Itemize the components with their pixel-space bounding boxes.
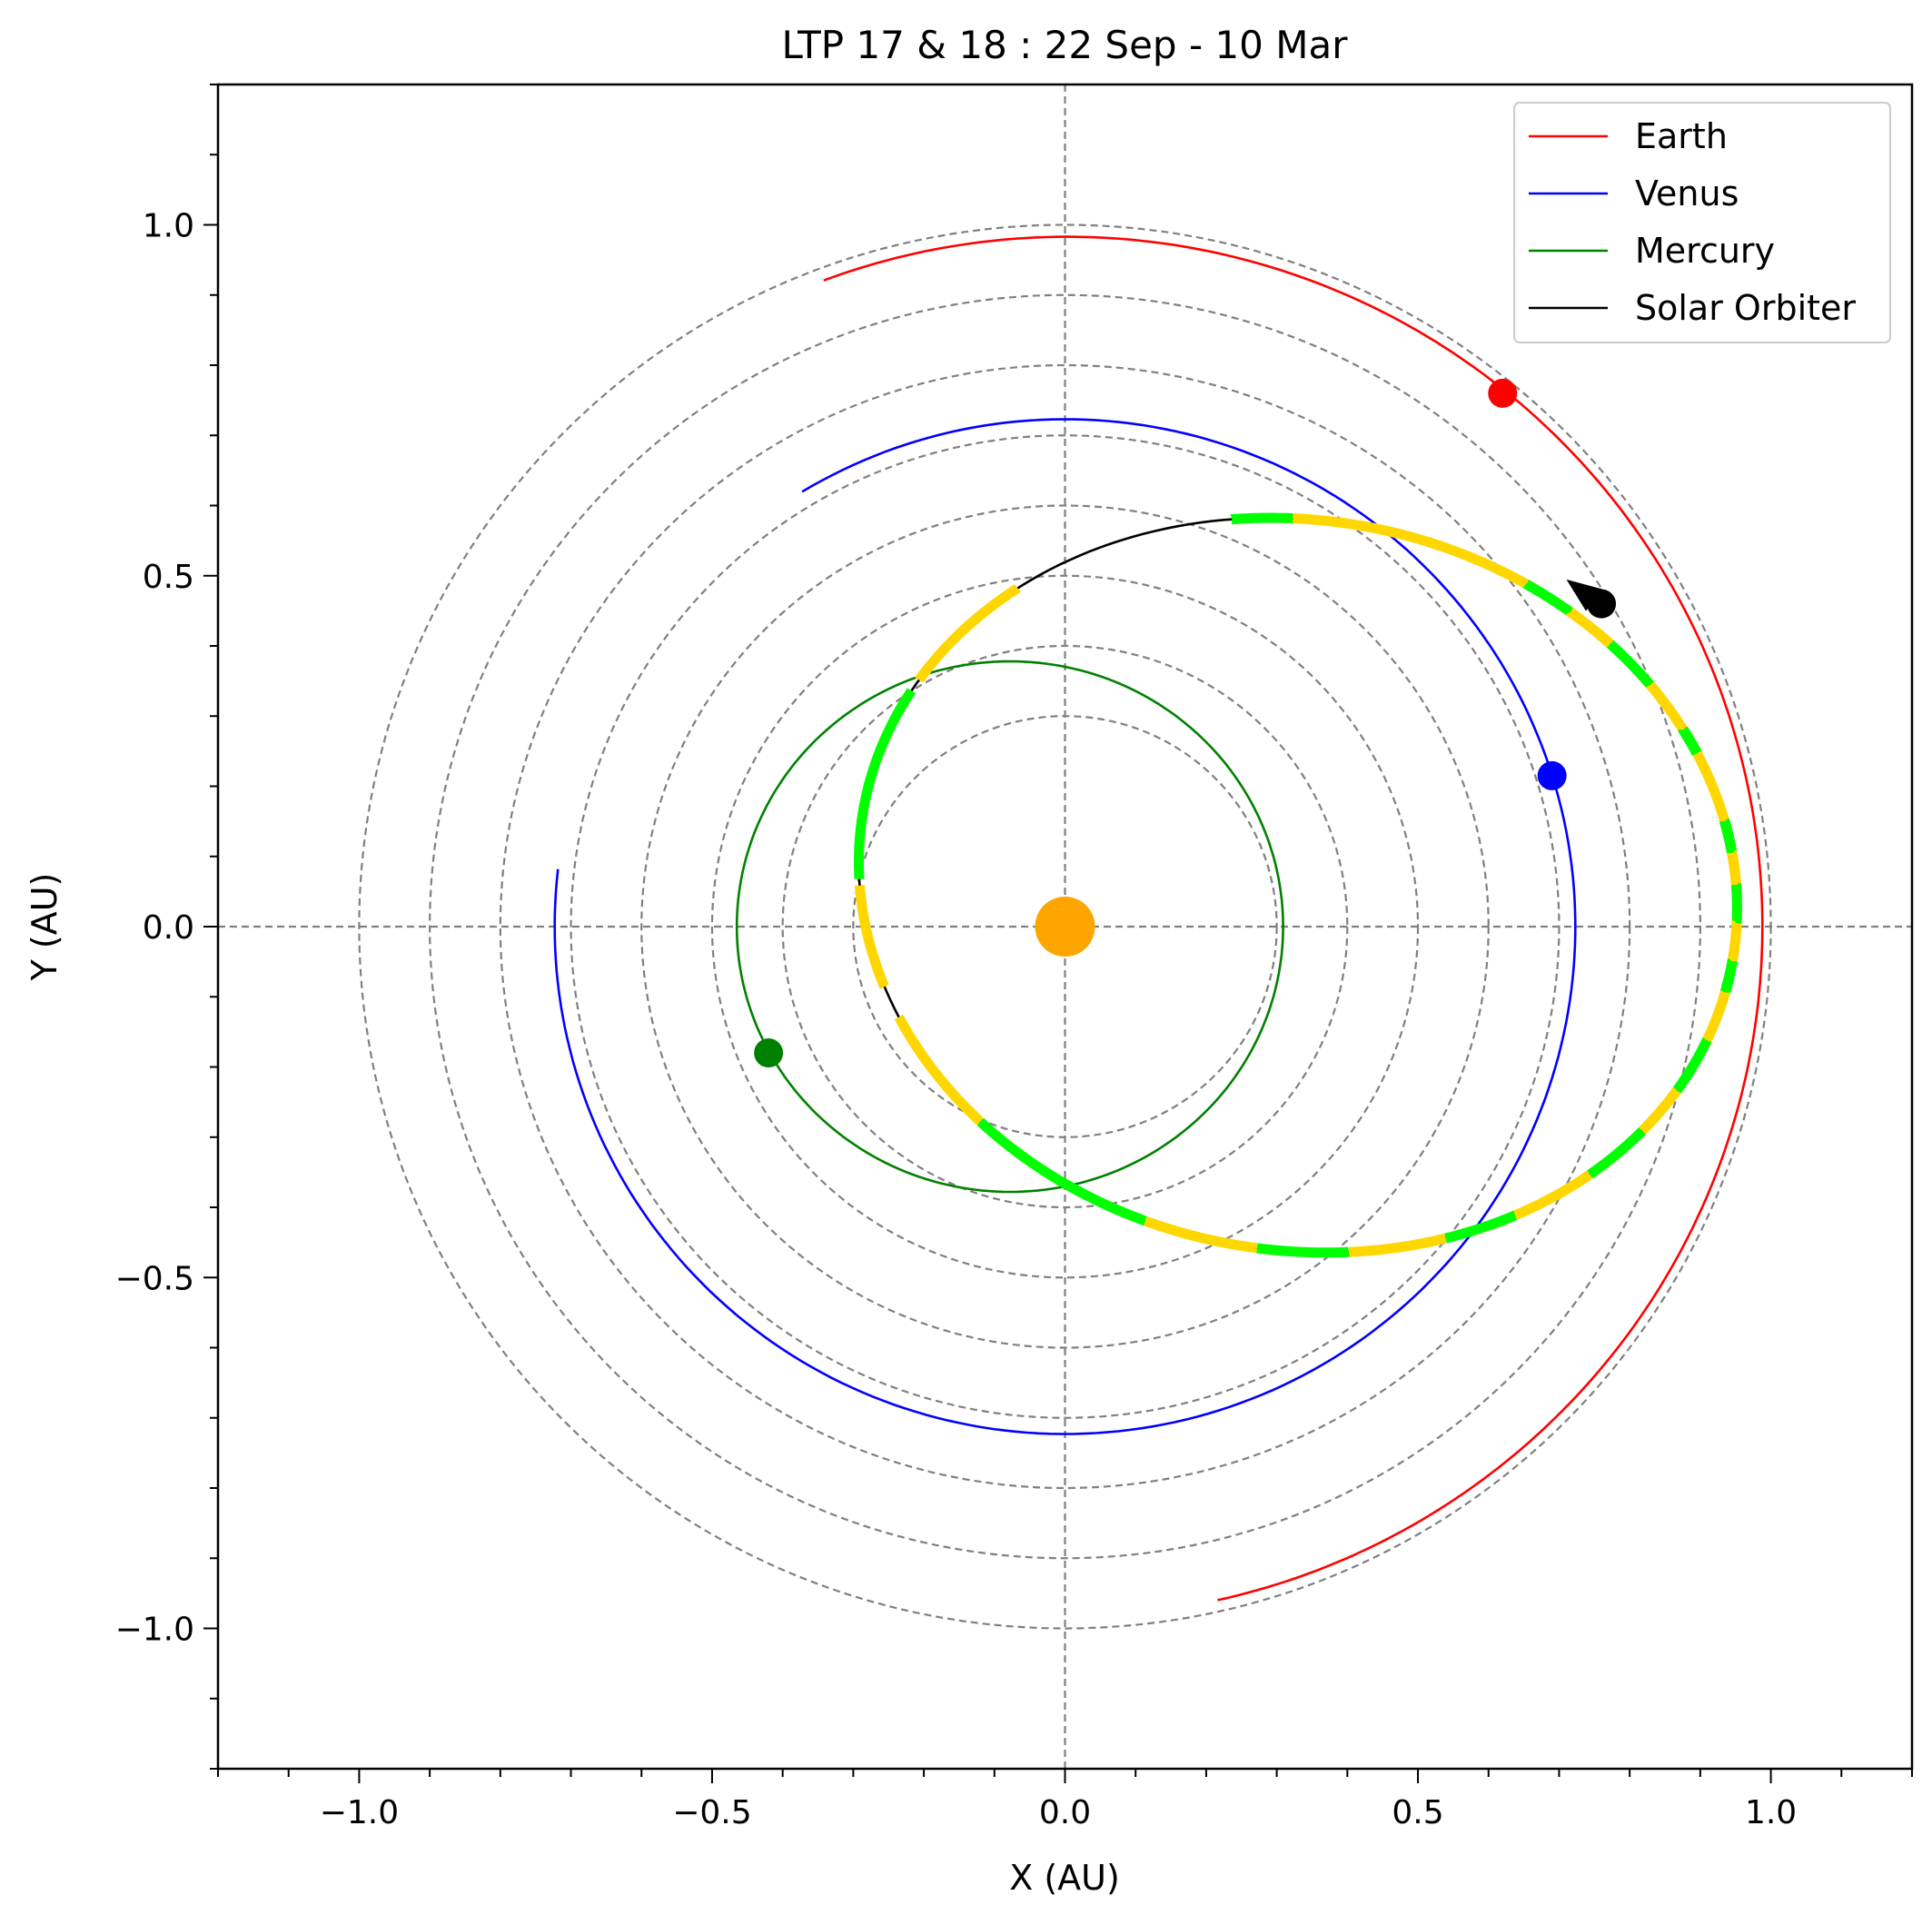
orbit-segment-21 bbox=[1255, 1243, 1351, 1258]
legend-label-solar-orbiter: Solar Orbiter bbox=[1635, 288, 1856, 328]
marker-mercury bbox=[754, 1038, 784, 1068]
orbit-earth bbox=[823, 235, 1764, 1602]
orbit-segment-26 bbox=[854, 688, 916, 879]
y-tick-label: 1.0 bbox=[143, 208, 194, 245]
legend-label-earth: Earth bbox=[1635, 116, 1728, 156]
marker-venus bbox=[1537, 760, 1567, 790]
x-axis-title: X (AU) bbox=[1009, 1858, 1120, 1898]
orbit-segment-14 bbox=[1702, 989, 1730, 1043]
orbit-segment-5 bbox=[1606, 640, 1655, 689]
orbit-segment-20 bbox=[1349, 1233, 1447, 1257]
orbit-segment-12 bbox=[1727, 919, 1742, 965]
x-tick-label: 0.5 bbox=[1392, 1794, 1443, 1831]
orbit-segment-8 bbox=[1692, 750, 1730, 823]
orbit-venus bbox=[553, 418, 1577, 1435]
direction-arrow bbox=[1566, 579, 1602, 611]
orbit-segment-19 bbox=[1444, 1210, 1518, 1244]
orbit-segment-2 bbox=[1293, 513, 1530, 589]
chart-title: LTP 17 & 18 : 22 Sep - 10 Mar bbox=[782, 23, 1349, 67]
legend-frame bbox=[1513, 102, 1891, 343]
orbit-segment-16 bbox=[1639, 1087, 1681, 1135]
orbit-segment-18 bbox=[1512, 1170, 1593, 1220]
marker-earth bbox=[1488, 378, 1518, 408]
orbit-segment-10 bbox=[1727, 849, 1741, 888]
orbit-segment-17 bbox=[1586, 1126, 1646, 1180]
orbit-segment-24 bbox=[894, 1014, 984, 1126]
orbit-segment-4 bbox=[1565, 607, 1614, 649]
x-tick-label: 0.0 bbox=[1039, 1794, 1091, 1831]
orbit-mercury bbox=[735, 660, 1284, 1194]
orbit-segment-15 bbox=[1672, 1037, 1712, 1094]
orbit-segment-9 bbox=[1719, 818, 1738, 857]
x-tick-label: −0.5 bbox=[672, 1794, 751, 1831]
y-axis-title: Y (AU) bbox=[25, 873, 64, 982]
orbit-segment-7 bbox=[1678, 726, 1702, 758]
orbit-segment-3 bbox=[1522, 580, 1574, 617]
axis-ticks: −1.0 −0.5 0.0 0.5 1.0 1.0 0.5 0.0 −0.5 −1.0 bbox=[115, 84, 1913, 1831]
y-tick-label: 0.5 bbox=[143, 559, 194, 596]
orbit-segment-1 bbox=[1230, 512, 1294, 525]
plot-area bbox=[218, 84, 1912, 1769]
orbit-segment-22 bbox=[1143, 1216, 1258, 1254]
legend: Earth Venus Mercury Solar Orbiter bbox=[1513, 102, 1891, 343]
y-tick-label: −1.0 bbox=[115, 1612, 194, 1649]
x-tick-label: 1.0 bbox=[1745, 1794, 1797, 1831]
legend-label-mercury: Mercury bbox=[1635, 231, 1775, 271]
orbit-segment-27 bbox=[915, 584, 1021, 683]
x-tick-label: −1.0 bbox=[320, 1794, 399, 1831]
y-tick-label: 0.0 bbox=[143, 909, 194, 947]
orbit-segment-13 bbox=[1719, 958, 1738, 996]
legend-label-venus: Venus bbox=[1635, 174, 1739, 213]
orbit-segment-23 bbox=[976, 1117, 1147, 1226]
orbit-segment-11 bbox=[1730, 882, 1742, 926]
orbit-segment-6 bbox=[1645, 681, 1688, 734]
y-tick-label: −0.5 bbox=[115, 1260, 194, 1297]
sun-marker bbox=[1035, 897, 1095, 957]
orbit-segment-25 bbox=[855, 885, 889, 989]
